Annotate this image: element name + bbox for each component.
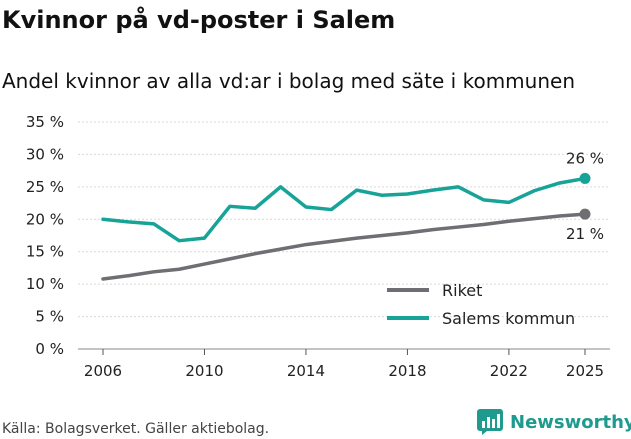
x-tick-label: 2006	[84, 362, 122, 380]
y-axis-ticks: 0 % 5 % 10 % 15 % 20 % 25 % 30 % 35 %	[26, 113, 64, 358]
chart-title: Kvinnor på vd-poster i Salem	[2, 6, 396, 34]
end-value-label-riket: 21 %	[566, 225, 604, 243]
x-tick-label: 2014	[287, 362, 325, 380]
y-tick-label: 20 %	[26, 210, 64, 228]
brand-name: Newsworthy	[510, 411, 631, 433]
series-line-salem	[101, 176, 587, 243]
end-point-salem	[579, 172, 591, 184]
legend-label-salem: Salems kommun	[442, 309, 575, 328]
end-value-label-salem: 26 %	[566, 149, 604, 167]
y-tick-label: 15 %	[26, 243, 64, 261]
x-tick-label: 2010	[185, 362, 223, 380]
end-point-riket	[579, 208, 591, 220]
y-tick-label: 5 %	[35, 308, 64, 326]
y-tick-label: 0 %	[35, 340, 64, 358]
y-tick-label: 25 %	[26, 178, 64, 196]
chart-subtitle: Andel kvinnor av alla vd:ar i bolag med …	[2, 69, 575, 93]
x-tick-label: 2018	[388, 362, 426, 380]
y-tick-label: 10 %	[26, 275, 64, 293]
x-axis-ticks: 2006 2010 2014 2018 2022 2025	[84, 349, 604, 380]
source-note: Källa: Bolagsverket. Gäller aktiebolag.	[2, 421, 270, 437]
legend-label-riket: Riket	[442, 281, 482, 300]
x-tick-label: 2022	[490, 362, 528, 380]
brand-logo[interactable]: Newsworthy	[476, 407, 631, 437]
legend: Riket Salems kommun	[387, 281, 575, 328]
series-lines	[101, 172, 591, 281]
bar-chart-logo-icon	[477, 409, 503, 435]
grid-lines	[78, 121, 610, 350]
y-tick-label: 35 %	[26, 113, 64, 131]
end-labels: 21 % 26 %	[566, 149, 604, 243]
series-line-riket	[101, 212, 587, 281]
y-tick-label: 30 %	[26, 145, 64, 163]
x-tick-label: 2025	[566, 362, 604, 380]
